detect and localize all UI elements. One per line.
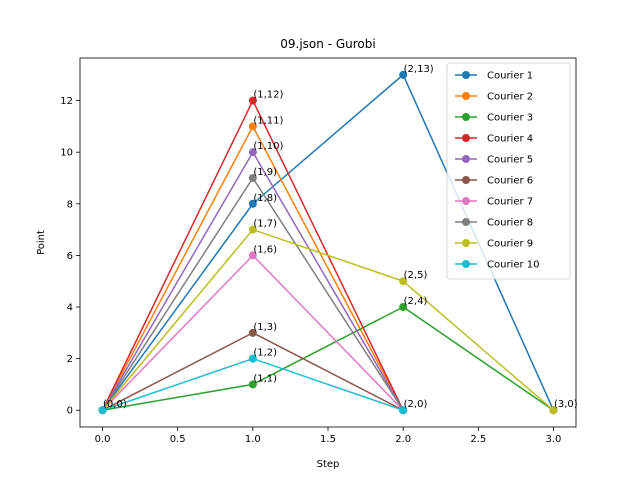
x-tick-label: 2.0 <box>395 434 411 445</box>
data-point-courier-7 <box>248 251 257 260</box>
point-annotation: (3,0) <box>554 399 578 410</box>
x-axis-label: Step <box>317 459 340 470</box>
data-point-courier-9 <box>399 277 408 286</box>
data-point-courier-10 <box>399 406 408 415</box>
point-annotation: (0,0) <box>103 399 127 410</box>
legend-label-courier-7: Courier 7 <box>487 197 533 208</box>
legend-marker-courier-4 <box>462 134 470 142</box>
point-annotation: (2,5) <box>404 270 428 281</box>
point-annotation: (1,12) <box>253 90 283 101</box>
point-annotation: (1,8) <box>253 193 277 204</box>
y-axis-ticks: 0 2 4 6 8 10 12 <box>60 96 80 417</box>
y-tick-label: 2 <box>67 354 73 365</box>
y-tick-label: 6 <box>67 251 73 262</box>
legend-label-courier-5: Courier 5 <box>487 155 533 166</box>
point-annotation: (2,0) <box>404 399 428 410</box>
y-tick-label: 8 <box>67 199 73 210</box>
y-tick-label: 12 <box>60 96 73 107</box>
point-annotations: (0,0) (1,8) (2,13) (3,0) (1,11) (2,0) (1,1) (2,… <box>103 64 578 410</box>
legend-label-courier-10: Courier 10 <box>487 260 540 271</box>
legend-marker-courier-5 <box>462 155 470 163</box>
legend: Courier 1 Courier 2 Courier 3 Courier 4 Cour… <box>446 62 571 280</box>
legend-label-courier-2: Courier 2 <box>487 92 533 103</box>
legend-marker-courier-2 <box>462 92 470 100</box>
point-annotation: (2,4) <box>404 296 428 307</box>
legend-label-courier-1: Courier 1 <box>487 71 533 82</box>
data-point-courier-1 <box>248 199 257 208</box>
x-tick-label: 0.5 <box>170 434 186 445</box>
series-line-courier-5 <box>101 150 404 411</box>
point-annotation: (1,3) <box>253 322 277 333</box>
legend-marker-courier-7 <box>462 197 470 205</box>
legend-label-courier-3: Courier 3 <box>487 113 533 124</box>
legend-label-courier-4: Courier 4 <box>487 134 533 145</box>
data-point-courier-10 <box>248 354 257 363</box>
data-point-courier-5 <box>248 148 257 157</box>
legend-marker-courier-1 <box>462 71 470 79</box>
chart-title: 09.json - Gurobi <box>280 37 375 51</box>
point-annotation: (1,10) <box>253 141 283 152</box>
x-axis-ticks: 0.0 0.5 1.0 1.5 2.0 2.5 3.0 <box>95 427 562 445</box>
series-line-courier-9 <box>101 228 554 411</box>
series-line-courier-6 <box>102 331 404 411</box>
legend-marker-courier-3 <box>462 113 470 121</box>
legend-label-courier-8: Courier 8 <box>487 218 533 229</box>
legend-marker-courier-9 <box>462 239 470 247</box>
point-annotation: (1,9) <box>253 167 277 178</box>
data-point-courier-4 <box>248 96 257 105</box>
x-tick-label: 1.0 <box>245 434 261 445</box>
legend-box <box>446 62 571 280</box>
legend-marker-courier-10 <box>462 260 470 268</box>
point-annotation: (1,2) <box>253 348 277 359</box>
y-tick-label: 0 <box>67 406 73 417</box>
series-line-courier-3 <box>102 306 554 411</box>
x-tick-label: 0.0 <box>95 434 111 445</box>
x-tick-label: 2.5 <box>470 434 486 445</box>
data-point-courier-9 <box>248 225 257 234</box>
data-point-courier-3 <box>248 380 257 389</box>
x-tick-label: 3.0 <box>546 434 562 445</box>
data-point-courier-10 <box>98 406 107 415</box>
point-annotation: (1,7) <box>253 219 277 230</box>
y-tick-label: 4 <box>67 303 73 314</box>
data-point-courier-2 <box>248 122 257 131</box>
legend-label-courier-9: Courier 9 <box>487 239 533 250</box>
y-tick-label: 10 <box>60 148 73 159</box>
legend-label-courier-6: Courier 6 <box>487 176 533 187</box>
data-point-courier-1 <box>399 70 408 79</box>
data-point-courier-8 <box>248 173 257 182</box>
point-annotation: (1,6) <box>253 244 277 255</box>
y-axis-label: Point <box>36 230 47 255</box>
data-point-courier-3 <box>399 303 408 312</box>
point-annotation: (2,13) <box>404 64 434 75</box>
legend-marker-courier-8 <box>462 218 470 226</box>
x-tick-label: 1.5 <box>320 434 336 445</box>
data-point-courier-6 <box>248 328 257 337</box>
point-annotation: (1,1) <box>253 373 277 384</box>
point-annotation: (1,11) <box>253 115 283 126</box>
data-point-courier-9 <box>549 406 558 415</box>
legend-marker-courier-6 <box>462 176 470 184</box>
